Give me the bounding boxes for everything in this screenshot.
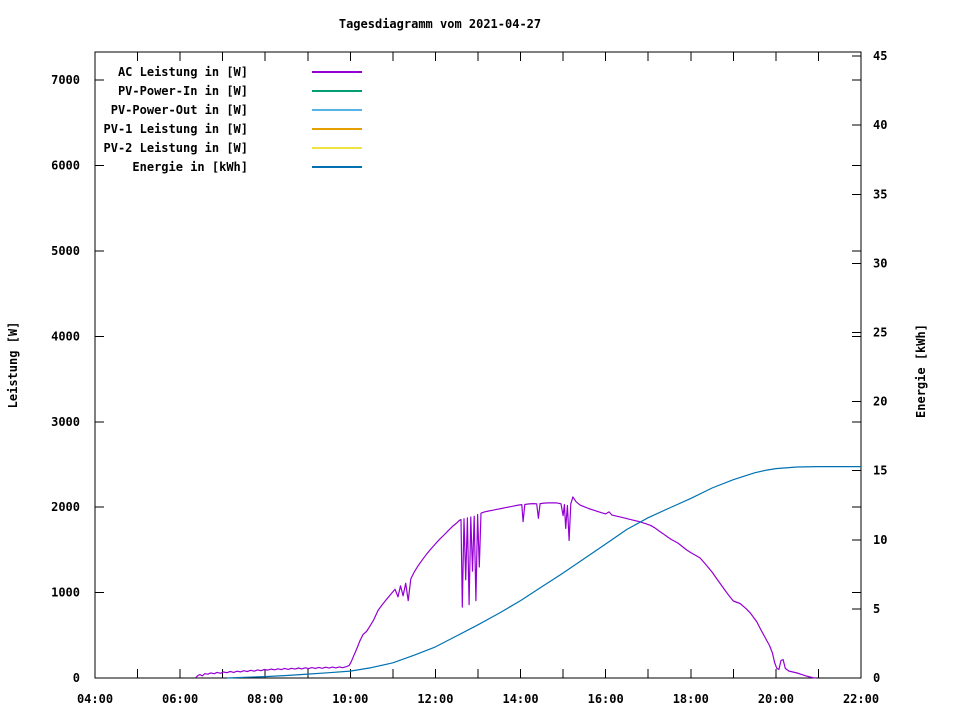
legend-label: PV-2 Leistung in [W] (103, 140, 249, 155)
y2-ticks (852, 55, 861, 679)
x-tick-label: 20:00 (758, 692, 794, 706)
chart-title: Tagesdiagramm vom 2021-04-27 (338, 17, 542, 31)
x-tick-label: 14:00 (502, 692, 538, 706)
y2-tick-label: 35 (873, 187, 887, 201)
y2-tick-label: 15 (873, 464, 887, 478)
y2-tick-label: 25 (873, 326, 887, 340)
x-tick-labels: 04:00 06:00 08:00 10:00 12:00 14:00 16:00 18:00… (77, 692, 879, 706)
legend-label: AC Leistung in [W] (117, 64, 248, 79)
x-tick-label: 22:00 (843, 692, 879, 706)
x-tick-label: 08:00 (247, 692, 283, 706)
y1-tick-label: 6000 (51, 159, 80, 173)
series-line-ac-leistung-in-w- (195, 496, 817, 679)
y2-tick-label: 20 (873, 395, 887, 409)
y1-tick-label: 5000 (51, 244, 80, 258)
legend-label: PV-Power-In in [W] (117, 83, 248, 98)
y1-tick-label: 3000 (51, 415, 80, 429)
x-tick-label: 10:00 (332, 692, 368, 706)
legend-line-sample (312, 70, 362, 73)
legend-line-sample (312, 89, 362, 92)
legend-row: PV-Power-Out in [W] (95, 100, 362, 119)
legend-row: PV-Power-In in [W] (95, 81, 362, 100)
y1-tick-label: 0 (73, 671, 80, 685)
legend-line-sample (312, 127, 362, 130)
legend-label: Energie in [kWh] (132, 159, 248, 174)
legend-label: PV-Power-Out in [W] (110, 102, 248, 117)
x-tick-label: 18:00 (673, 692, 709, 706)
series-line-energie-in-kwh- (226, 466, 861, 679)
x-tick-label: 16:00 (588, 692, 624, 706)
x-tick-label: 12:00 (417, 692, 453, 706)
y1-tick-label: 4000 (51, 329, 80, 343)
legend-line-sample (312, 108, 362, 111)
y-axis-label: Leistung [W] (6, 321, 20, 409)
y2-tick-labels: 0 5 10 15 20 25 30 35 40 45 (873, 49, 887, 685)
y1-ticks (95, 79, 861, 679)
y2-tick-label: 10 (873, 533, 887, 547)
y1-tick-label: 7000 (51, 73, 80, 87)
legend: AC Leistung in [W] PV-Power-In in [W] PV-P… (95, 62, 362, 176)
legend-line-sample (312, 165, 362, 168)
x-tick-label: 06:00 (162, 692, 198, 706)
legend-row: PV-2 Leistung in [W] (95, 138, 362, 157)
legend-line-sample (312, 146, 362, 149)
y2-tick-label: 0 (873, 671, 880, 685)
y2-tick-label: 45 (873, 49, 887, 63)
legend-row: PV-1 Leistung in [W] (95, 119, 362, 138)
y1-tick-label: 1000 (51, 586, 80, 600)
legend-row: AC Leistung in [W] (95, 62, 362, 81)
y2-tick-label: 5 (873, 602, 880, 616)
y2-tick-label: 40 (873, 118, 887, 132)
x-tick-label: 04:00 (77, 692, 113, 706)
y1-tick-labels: 0 1000 2000 3000 4000 5000 6000 7000 (51, 73, 80, 685)
y2-tick-label: 30 (873, 256, 887, 270)
legend-row: Energie in [kWh] (95, 157, 362, 176)
y2-axis-label: Energie [kWh] (914, 324, 928, 418)
y1-tick-label: 2000 (51, 500, 80, 514)
legend-label: PV-1 Leistung in [W] (103, 121, 249, 136)
